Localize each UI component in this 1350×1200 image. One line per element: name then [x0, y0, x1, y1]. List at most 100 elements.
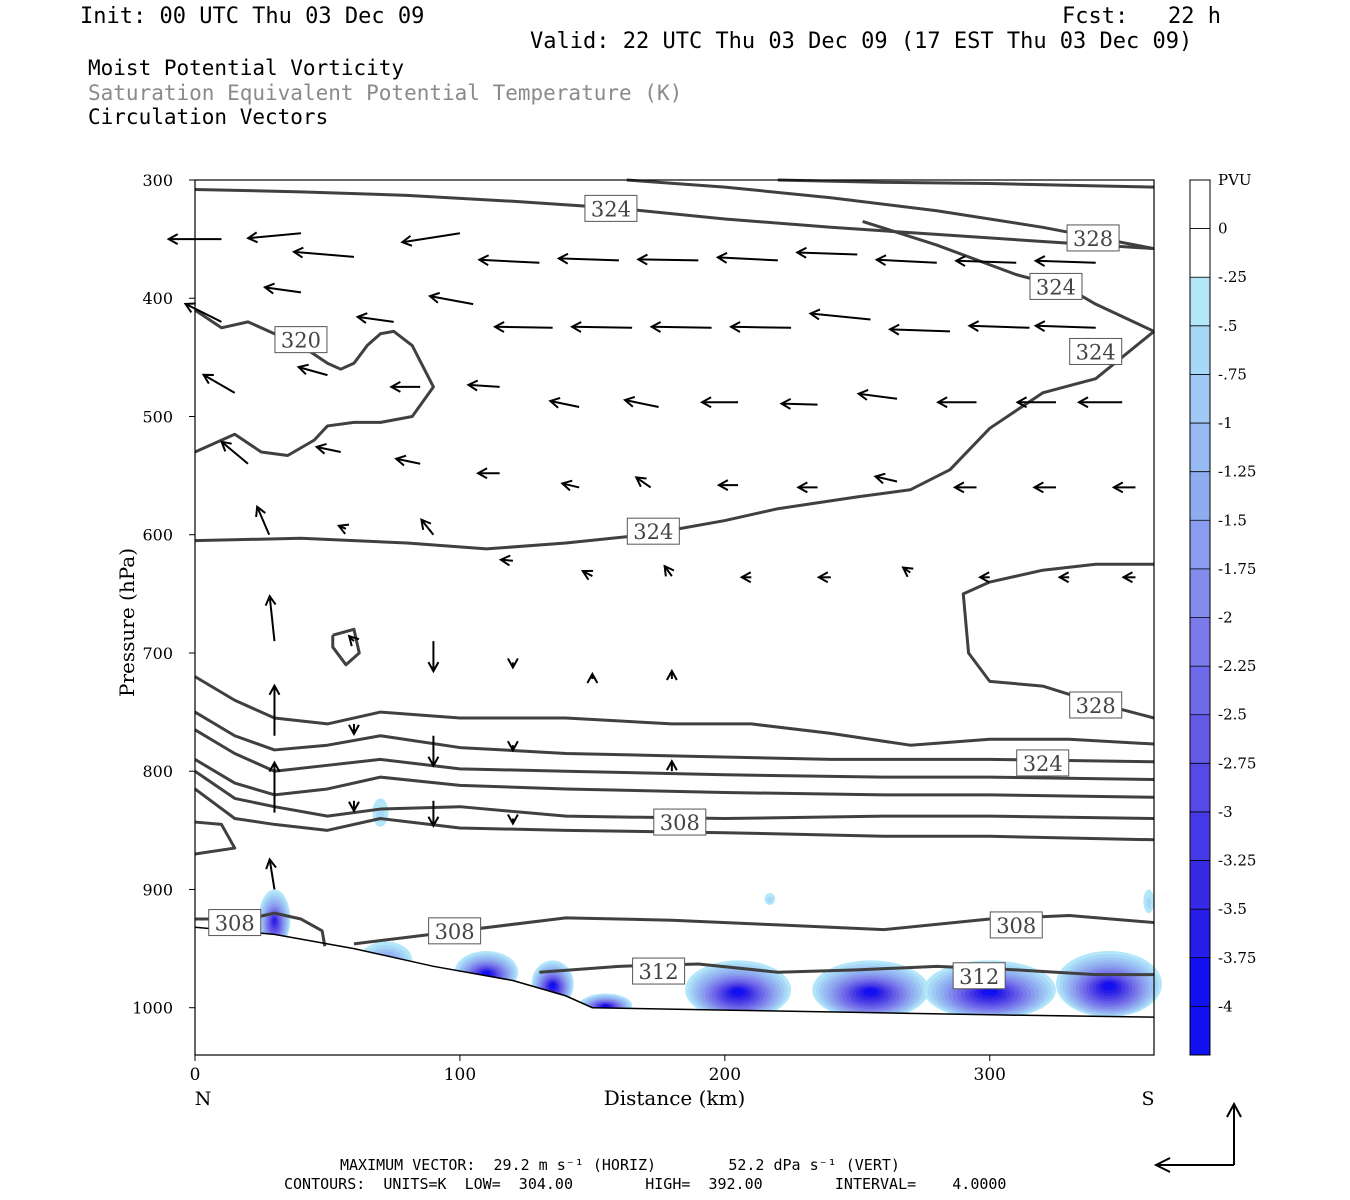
wind-vector [956, 259, 1017, 264]
wind-vector-head [492, 321, 505, 333]
theta-contour-324 [194, 330, 1155, 551]
wind-vector [293, 250, 355, 258]
wind-vector-head [1015, 396, 1028, 409]
y-tick-label: 1000 [132, 999, 173, 1018]
contour-label: 308 [660, 811, 700, 835]
theta-contour-328 [961, 562, 1155, 720]
wind-vector [268, 859, 276, 890]
contour-label: 312 [959, 965, 999, 989]
theta-contour-324 [194, 187, 1155, 251]
below-ground-mask [195, 927, 1154, 1095]
colorbar-swatch [1190, 666, 1210, 715]
terrain-line [194, 926, 1155, 1018]
contour-label: 324 [1076, 340, 1116, 364]
colorbar-label: -2.75 [1218, 754, 1256, 772]
wind-vector [876, 258, 937, 264]
wind-vector [651, 325, 712, 329]
wind-vector [479, 258, 540, 264]
wind-vector-head [1111, 481, 1124, 494]
colorbar-label: -.5 [1218, 317, 1237, 335]
plot-frame [194, 179, 1155, 1056]
wind-vector-head [1076, 396, 1089, 409]
field-vectors-title: Circulation Vectors [88, 105, 329, 129]
wind-vector-head [507, 740, 519, 753]
wind-vector [858, 392, 898, 400]
wind-vector [268, 596, 276, 642]
colorbar-swatch [1189, 179, 1211, 229]
colorbar-swatch [1190, 617, 1210, 667]
x-tick-label: 300 [974, 1065, 1006, 1085]
wind-vector-head [729, 321, 741, 333]
wind-vector [810, 312, 871, 321]
wind-vector-head [355, 312, 368, 324]
wind-vector-head [348, 801, 360, 813]
wind-vector-head [291, 246, 304, 259]
y-axis-label: Pressure (hPa) [115, 548, 139, 697]
wind-vector-head [466, 379, 479, 392]
wind-vector [638, 258, 699, 262]
contour-label-box [428, 917, 482, 945]
y-tick-label: 500 [142, 407, 173, 426]
wind-vector-head [265, 857, 277, 870]
pv-blob [985, 989, 994, 993]
wind-vector [797, 251, 858, 256]
pv-blob [866, 989, 875, 993]
wind-vector-head [779, 398, 792, 410]
colorbar-swatch [1190, 423, 1210, 472]
y-tick-label: 600 [142, 526, 173, 545]
wind-vector-head [1033, 320, 1046, 332]
wind-vector [203, 373, 236, 394]
contour-label-box [632, 957, 686, 985]
wind-vector [731, 325, 792, 329]
wind-vector-head [622, 396, 636, 408]
wind-vector-head [795, 246, 807, 259]
contour-info-note: CONTOURS: UNITS=K LOW= 304.00 HIGH= 392.… [284, 1175, 1007, 1193]
x-tick-label: 200 [709, 1065, 741, 1085]
wind-vector-head [649, 321, 662, 333]
contour-label-box [626, 517, 680, 545]
contour-label-box [274, 326, 328, 354]
wind-vector-head [556, 252, 569, 265]
pv-blob [603, 1004, 608, 1007]
max-vector-note: MAXIMUM VECTOR: 29.2 m s⁻¹ (HORIZ) 52.2 … [340, 1156, 900, 1174]
wind-vector-head [570, 321, 582, 333]
wind-vector-head [477, 254, 490, 267]
wind-vector-head [420, 518, 432, 531]
wind-vector-head [268, 760, 281, 773]
colorbar-swatch [1190, 568, 1210, 618]
wind-vector-head [498, 554, 511, 567]
contour-label: 324 [633, 520, 673, 544]
wind-vector [562, 482, 580, 489]
wind-vector [875, 475, 898, 483]
y-tick-label: 900 [142, 880, 173, 899]
wind-vector-head [936, 396, 948, 409]
wind-vector-head [246, 231, 258, 244]
x-tick-label: 0 [190, 1065, 201, 1085]
wind-vector-head [636, 253, 648, 266]
theta-contour-312 [194, 758, 1155, 799]
contour-label-box [989, 911, 1043, 939]
theta-contour-320 [194, 710, 1155, 764]
colorbar-swatch [1190, 860, 1210, 910]
wind-vector [468, 383, 500, 388]
theta-contour-328 [331, 627, 361, 667]
wind-vector-head [507, 814, 519, 826]
wind-vector-head [580, 569, 594, 581]
wind-vector [256, 506, 271, 536]
wind-vector-head [954, 255, 966, 267]
forecast-hour: Fcst: 22 h [1062, 4, 1221, 29]
colorbar-swatch [1190, 714, 1210, 764]
wind-vector [624, 399, 659, 409]
theta-contour-324 [194, 675, 1155, 747]
wind-vector-head [856, 389, 869, 401]
y-tick-label: 300 [142, 171, 173, 190]
wind-vector-head [507, 657, 519, 670]
colorbar-label: -3.25 [1218, 852, 1256, 870]
colorbar-swatch [1190, 471, 1210, 521]
wind-vector [781, 402, 818, 406]
theta-contour-316 [194, 728, 1155, 781]
pv-blob [767, 896, 773, 903]
x-end-label-south: S [1141, 1088, 1154, 1110]
wind-vector [402, 232, 461, 244]
contour-label: 324 [1023, 752, 1063, 776]
